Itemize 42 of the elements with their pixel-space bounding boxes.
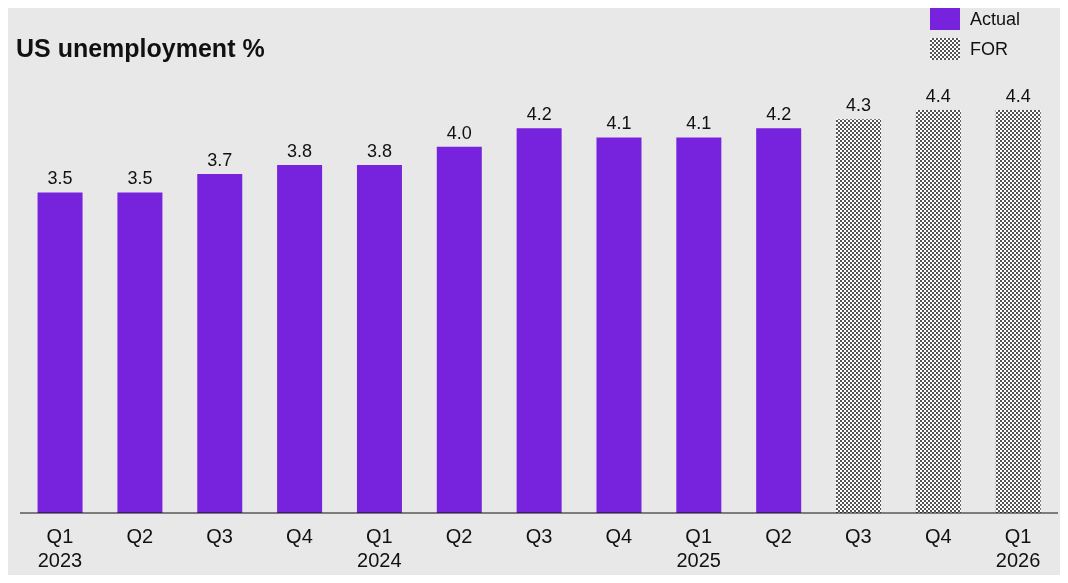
x-tick-label: Q3 — [206, 525, 233, 547]
bar — [836, 119, 882, 513]
x-tick-label: Q3 — [525, 525, 553, 547]
x-tick-label: Q2 — [126, 525, 154, 547]
data-label: 4.4 — [925, 86, 951, 106]
data-label: 4.4 — [1005, 86, 1031, 106]
bar — [436, 146, 482, 513]
x-tick-label: Q3 — [845, 525, 872, 547]
x-tick-label: Q4 — [924, 525, 952, 547]
data-label: 3.5 — [127, 168, 153, 189]
bar — [756, 128, 802, 513]
bar — [596, 137, 642, 513]
bar — [915, 110, 961, 513]
x-tick-label: Q2 — [445, 525, 473, 547]
data-label: 3.7 — [207, 150, 233, 171]
bar — [516, 128, 562, 513]
data-label: 3.8 — [287, 140, 313, 161]
x-tick-label: Q1 2026 — [995, 525, 1041, 571]
bar — [676, 137, 722, 513]
bar — [277, 164, 323, 513]
bar — [356, 164, 402, 513]
data-label: 4.2 — [526, 104, 552, 125]
x-tick-label: Q4 — [286, 525, 313, 547]
bar — [37, 192, 83, 513]
data-label: 3.8 — [366, 140, 392, 161]
legend-label: Actual — [969, 8, 1020, 30]
x-tick-label: Q2 — [765, 525, 792, 547]
x-tick-label: Q4 — [605, 525, 633, 547]
bar — [995, 110, 1041, 513]
data-label: 3.5 — [47, 168, 73, 189]
legend-label: FOR — [969, 38, 1008, 60]
chart-title: US unemployment % — [16, 34, 265, 63]
data-label: 4.3 — [846, 95, 872, 116]
data-label: 4.1 — [606, 113, 632, 134]
data-label: 4.1 — [686, 113, 712, 134]
data-label: 4.0 — [446, 122, 472, 143]
x-tick-label: Q1 2025 — [676, 525, 721, 571]
x-tick-label: Q1 2023 — [37, 525, 83, 571]
bar — [197, 174, 243, 513]
x-tick-label: Q1 2024 — [357, 525, 402, 571]
bar — [117, 192, 163, 513]
data-label: 4.2 — [766, 104, 792, 125]
